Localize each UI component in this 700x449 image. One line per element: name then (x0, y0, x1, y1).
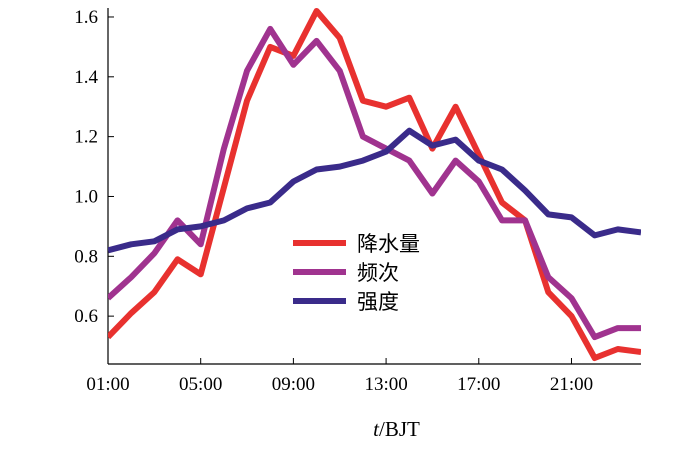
x-tick-label: 05:00 (179, 374, 222, 395)
y-tick-label: 0.6 (74, 306, 98, 327)
x-axis-label-variable: t (373, 417, 380, 441)
legend-label-1: 降水量 (357, 232, 420, 256)
series-line-1 (108, 8, 641, 361)
x-tick-label: 17:00 (457, 374, 500, 395)
x-tick-label: 01:00 (86, 374, 129, 395)
y-tick-label: 1.4 (74, 67, 98, 88)
x-tick-label: 09:00 (272, 374, 315, 395)
axes: 0.6 0.8 1.0 1.2 1.4 1.6 01:00 05:00 09:00 13:00 17… (74, 7, 641, 395)
y-tick-label: 1.6 (74, 7, 98, 28)
legend-label-3: 强度 (357, 290, 399, 314)
x-tick-label: 21:00 (550, 374, 593, 395)
x-axis-label: t/BJT (373, 417, 420, 441)
y-tick-label: 1.2 (74, 127, 98, 148)
legend-label-2: 频次 (357, 261, 399, 285)
series-line-2 (108, 25, 641, 341)
y-tick-label: 1.0 (74, 186, 98, 207)
series-line-3 (108, 127, 641, 254)
x-tick-label: 13:00 (364, 374, 407, 395)
x-axis-label-unit: /BJT (379, 417, 420, 441)
y-tick-label: 0.8 (74, 246, 98, 267)
series-lines (108, 8, 641, 361)
